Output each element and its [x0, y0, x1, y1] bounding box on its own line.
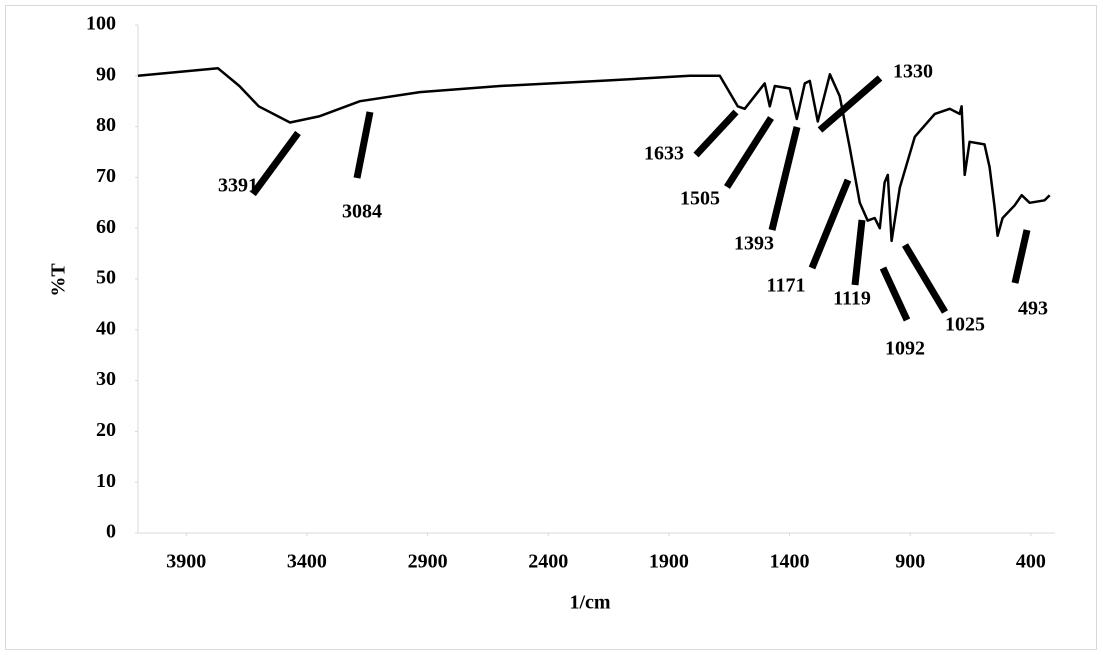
y-tick-label: 80: [96, 114, 116, 136]
y-tick-label: 50: [96, 267, 116, 289]
x-tick-label: 3400: [287, 551, 327, 573]
callout-line: [1011, 229, 1031, 284]
y-tick-label: 10: [96, 470, 116, 492]
peak-label: 1092: [885, 338, 925, 360]
peak-label: 1633: [644, 143, 684, 165]
callout-line: [808, 178, 852, 270]
callout-line: [724, 116, 774, 189]
callout-line: [693, 109, 739, 158]
callout-line: [879, 266, 911, 322]
x-tick-label: 2900: [408, 551, 448, 573]
peak-label: 1025: [945, 314, 985, 336]
x-tick-label: 2400: [528, 551, 568, 573]
y-tick-label: 70: [96, 165, 116, 187]
y-tick-label: 0: [106, 521, 116, 543]
y-tick-label: 100: [86, 13, 116, 35]
callout-line: [901, 243, 949, 314]
peak-label: 1393: [734, 233, 774, 255]
spectrum-line: [137, 66, 1051, 243]
peak-label: 1505: [680, 188, 720, 210]
peak-label: 1119: [833, 288, 871, 310]
x-axis-title: 1/cm: [569, 592, 610, 614]
y-tick-label: 60: [96, 216, 116, 238]
x-tick-label: 900: [895, 551, 925, 573]
x-tick-label: 3900: [166, 551, 206, 573]
x-tick-label: 400: [1016, 551, 1046, 573]
callout-line: [353, 111, 374, 179]
peak-label: 1171: [767, 275, 806, 297]
y-axis-title: %T: [48, 263, 70, 297]
callout-line: [851, 219, 866, 286]
y-tick-label: 20: [96, 419, 116, 441]
peak-label: 1330: [893, 61, 933, 83]
peak-label: 493: [1018, 298, 1048, 320]
chart-frame: [5, 5, 1097, 650]
y-tick-label: 40: [96, 317, 116, 339]
y-tick-label: 30: [96, 368, 116, 390]
callout-line: [250, 130, 301, 197]
peak-label: 3084: [342, 201, 382, 223]
x-tick-label: 1400: [770, 551, 810, 573]
y-tick-label: 90: [96, 63, 116, 85]
callout-line: [817, 75, 883, 133]
peak-label: 3391: [218, 175, 258, 197]
x-tick-label: 1900: [649, 551, 689, 573]
callout-line: [768, 126, 801, 231]
